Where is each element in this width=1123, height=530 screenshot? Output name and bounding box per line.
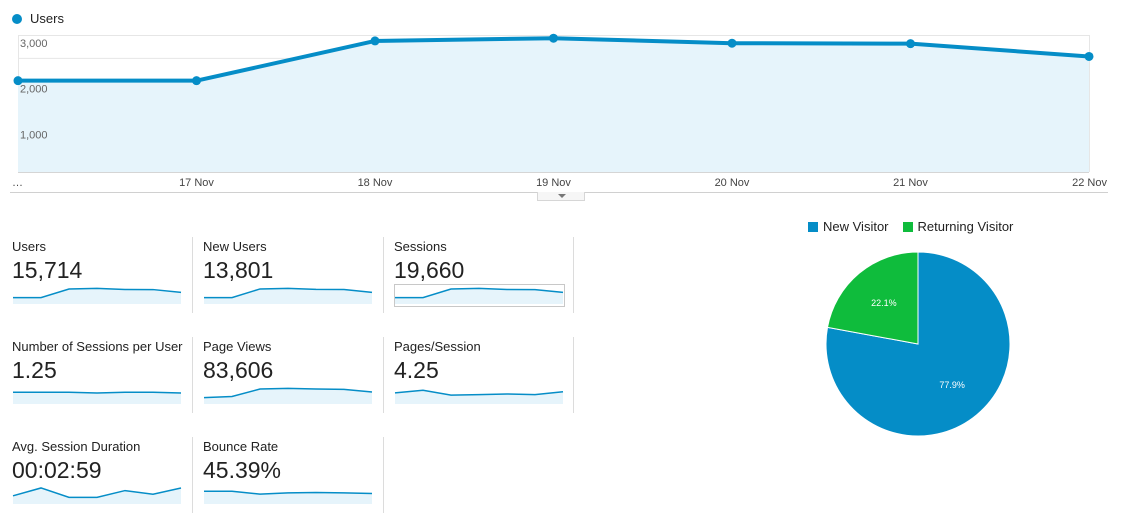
- sparkline-fill: [13, 392, 181, 404]
- sparkline-selected-frame: [394, 284, 565, 307]
- legend-returning-visitor[interactable]: Returning Visitor: [902, 219, 1014, 234]
- metric-value: 83,606: [203, 357, 274, 383]
- users-data-point[interactable]: [1084, 51, 1094, 61]
- pie-slice-label: 22.1%: [871, 298, 897, 308]
- metric-label: Number of Sessions per User: [12, 339, 183, 354]
- metric-sparkline: [394, 284, 565, 307]
- y-tick-label: 3,000: [20, 38, 48, 50]
- new-visitor-label: New Visitor: [823, 219, 889, 234]
- sparkline-line: [395, 287, 564, 299]
- returning-visitor-label: Returning Visitor: [917, 219, 1014, 234]
- metric-value: 15,714: [12, 257, 83, 283]
- metric-label: Bounce Rate: [203, 439, 279, 454]
- visitor-type-pie-chart: 77.9% 22.1%: [826, 251, 1011, 437]
- users-area-fill: [18, 38, 1089, 172]
- metric-card[interactable]: Pages/Session 4.25: [394, 339, 572, 415]
- sparkline-line: [394, 389, 564, 396]
- pie-slice-label: 77.9%: [939, 380, 965, 390]
- expand-chart-toggle[interactable]: [537, 192, 585, 201]
- chart-legend: Users: [12, 11, 64, 26]
- metric-divider: [192, 237, 193, 313]
- x-tick-label: 18 Nov: [358, 177, 393, 189]
- pie-slice-returning-visitor[interactable]: [826, 251, 919, 345]
- users-data-point[interactable]: [906, 39, 915, 49]
- metric-sparkline: [12, 487, 182, 504]
- metric-sparkline: [204, 490, 373, 504]
- metric-card[interactable]: Number of Sessions per User 1.25: [12, 339, 190, 415]
- users-legend-label: Users: [30, 11, 64, 26]
- sparkline-fill: [13, 487, 181, 504]
- metric-value: 13,801: [203, 257, 274, 283]
- sparkline-line: [204, 287, 373, 299]
- metric-sparkline: [13, 287, 182, 304]
- metric-sparkline: [203, 387, 373, 404]
- sparkline-line: [13, 391, 182, 394]
- new-visitor-swatch: [808, 221, 818, 232]
- metric-divider: [192, 337, 193, 413]
- metric-divider: [573, 237, 574, 313]
- users-line-chart: … 17 Nov 18 Nov 19 Nov 20 Nov 21 Nov 22 Nov 1,…: [10, 33, 1108, 193]
- metric-card[interactable]: Page Views 83,606: [203, 339, 381, 415]
- x-tick-label: 22 Nov: [1072, 177, 1107, 189]
- metric-card[interactable]: Users 15,714: [12, 239, 190, 315]
- metric-sparkline: [394, 389, 564, 404]
- metric-label: Users: [12, 239, 46, 254]
- x-tick-label: 19 Nov: [536, 177, 571, 189]
- returning-visitor-swatch: [902, 221, 913, 232]
- sparkline-fill: [204, 388, 372, 404]
- sparkline-fill: [204, 288, 372, 304]
- metric-divider: [383, 337, 384, 413]
- legend-new-visitor[interactable]: New Visitor: [808, 219, 889, 234]
- metric-value: 00:02:59: [12, 457, 102, 483]
- users-data-point[interactable]: [727, 38, 737, 48]
- users-data-point[interactable]: [370, 36, 380, 46]
- sparkline-line: [12, 487, 182, 499]
- sparkline-fill: [395, 390, 563, 404]
- users-data-point[interactable]: [192, 76, 201, 86]
- metric-divider: [383, 237, 384, 313]
- metric-value: 1.25: [12, 357, 57, 383]
- x-tick-label: 21 Nov: [893, 177, 928, 189]
- metric-divider: [192, 437, 193, 513]
- metric-label: Sessions: [394, 239, 447, 254]
- x-tick-label: 17 Nov: [179, 177, 214, 189]
- sparkline-fill: [395, 288, 563, 304]
- pie-slice-new-visitor[interactable]: [826, 251, 1011, 437]
- y-tick-label: 2,000: [20, 84, 48, 96]
- sparkline-fill: [204, 491, 372, 504]
- metric-card[interactable]: Sessions 19,660: [394, 239, 572, 315]
- sparkline-fill: [13, 288, 181, 304]
- y-tick-label: 1,000: [20, 129, 48, 141]
- metric-value: 19,660: [394, 257, 465, 283]
- metric-value: 4.25: [394, 357, 439, 383]
- metric-label: Avg. Session Duration: [12, 439, 141, 454]
- sparkline-line: [204, 490, 373, 495]
- metric-card[interactable]: New Users 13,801: [203, 239, 381, 315]
- pie-legend: New Visitor Returning Visitor: [808, 219, 1027, 234]
- x-tick-label: …: [12, 177, 23, 189]
- caret-down-icon: [558, 194, 566, 198]
- x-tick-label: 20 Nov: [715, 177, 750, 189]
- metric-label: Page Views: [203, 339, 272, 354]
- metric-label: New Users: [203, 239, 267, 254]
- metric-sparkline: [13, 391, 182, 404]
- metric-card[interactable]: Bounce Rate 45.39%: [203, 439, 381, 515]
- sparkline-line: [13, 287, 182, 299]
- users-data-point[interactable]: [13, 76, 23, 86]
- users-legend-dot: [12, 13, 22, 24]
- metric-card[interactable]: Avg. Session Duration 00:02:59: [12, 439, 190, 515]
- metric-label: Pages/Session: [394, 339, 481, 354]
- users-data-point[interactable]: [549, 33, 558, 43]
- metric-value: 45.39%: [203, 457, 282, 483]
- metric-divider: [573, 337, 574, 413]
- metric-divider: [383, 437, 384, 513]
- metric-sparkline: [204, 287, 373, 304]
- sparkline-line: [203, 387, 373, 399]
